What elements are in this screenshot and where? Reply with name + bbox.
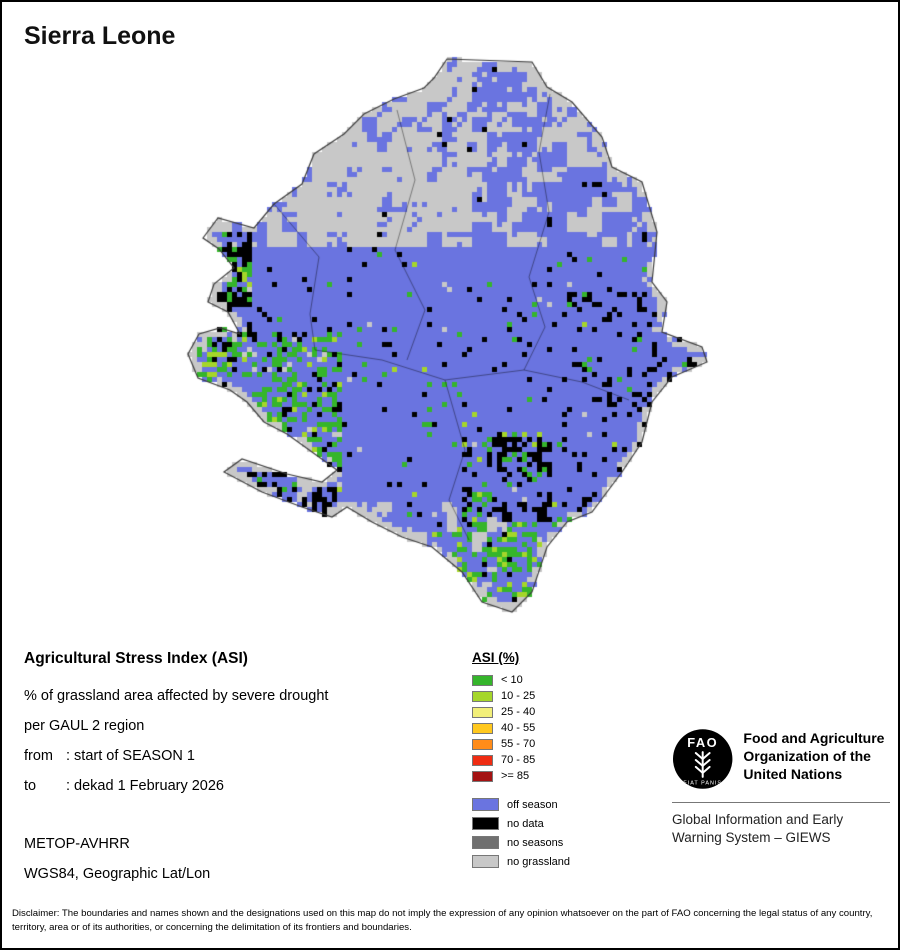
legend-label: 25 - 40 [501,706,536,718]
legend-label: 40 - 55 [501,722,536,734]
from-label: from [24,748,53,764]
legend-label: 10 - 25 [501,690,536,702]
legend-classes: < 10 10 - 25 25 - 40 40 - 55 55 - 70 70 - 85 >… [472,674,570,782]
legend-row: no grassland [472,855,570,868]
legend-swatch [472,674,493,686]
fao-logo-icon: FAO FIAT PANIS [672,729,733,789]
legend-swatch [472,817,499,830]
legend-label: no seasons [507,836,564,849]
legend-extra: off season no data no seasons no grassland [472,798,570,868]
to-row: to : dekad 1 February 2026 [24,778,328,794]
fao-logo-motto: FIAT PANIS [683,781,722,787]
legend-label: < 10 [501,674,523,686]
legend-row: 10 - 25 [472,690,570,702]
legend-title: ASI (%) [472,650,520,665]
giews-label: Global Information and Early Warning Sys… [672,812,844,846]
legend-row: off season [472,798,570,811]
fao-org-name: Food and Agriculture Organization of the… [743,730,885,782]
legend-row: no seasons [472,836,570,849]
sierra-leone-asi-map [167,52,727,627]
legend-swatch [472,706,493,718]
disclaimer-text: Disclaimer: The boundaries and names sho… [12,908,873,934]
legend-row: < 10 [472,674,570,686]
legend: ASI (%) < 10 10 - 25 25 - 40 40 - 55 55 - 70… [472,650,570,874]
legend-row: no data [472,817,570,830]
legend-label: >= 85 [501,770,530,782]
legend-row: 70 - 85 [472,754,570,766]
legend-label: no data [507,817,544,830]
legend-swatch [472,855,499,868]
legend-row: >= 85 [472,770,570,782]
fao-divider [672,802,890,803]
fao-block: FAO FIAT PANIS Food and Agriculture Orga… [672,728,890,847]
legend-row: 55 - 70 [472,738,570,750]
map-info-block: Agricultural Stress Index (ASI) % of gra… [24,650,328,896]
sensor-label: METOP-AVHRR [24,836,130,852]
legend-swatch [472,722,493,734]
legend-label: 70 - 85 [501,754,536,766]
fao-logo-text: FAO [687,735,718,750]
legend-label: off season [507,798,558,811]
wheat-icon [694,751,711,778]
asi-description: % of grassland area affected by severe d… [24,688,329,704]
legend-swatch [472,754,493,766]
legend-swatch [472,836,499,849]
to-label: to [24,778,37,794]
asi-heading: Agricultural Stress Index (ASI) [24,650,248,667]
from-row: from : start of SEASON 1 [24,748,328,764]
legend-label: no grassland [507,855,570,868]
from-value: : start of SEASON 1 [66,748,195,764]
legend-label: 55 - 70 [501,738,536,750]
page-title: Sierra Leone [24,22,176,50]
asi-region-level: per GAUL 2 region [24,718,145,734]
projection-label: WGS84, Geographic Lat/Lon [24,866,211,882]
legend-swatch [472,738,493,750]
legend-swatch [472,798,499,811]
legend-row: 40 - 55 [472,722,570,734]
legend-swatch [472,770,493,782]
legend-row: 25 - 40 [472,706,570,718]
legend-swatch [472,690,493,702]
to-value: : dekad 1 February 2026 [66,778,224,794]
